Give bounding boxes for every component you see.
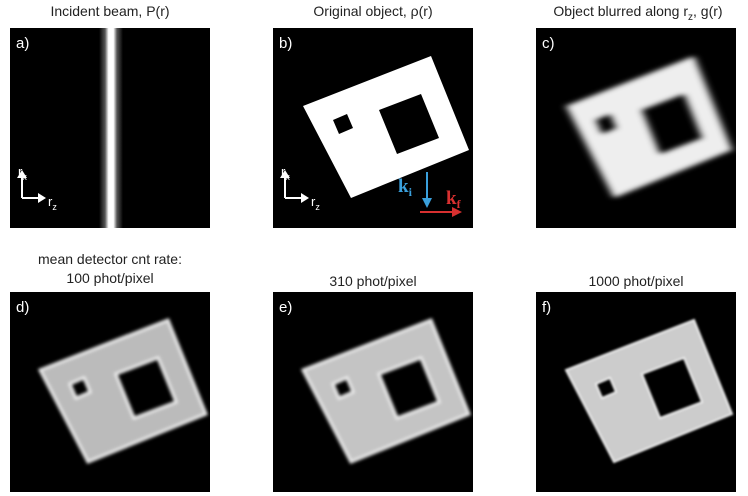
beam (99, 28, 123, 228)
panel-label: e) (279, 299, 292, 316)
panel-a (10, 28, 210, 228)
panel-title: 310 phot/pixel (329, 273, 416, 289)
panel-label: d) (16, 299, 29, 316)
panel-title: 1000 phot/pixel (589, 273, 684, 289)
panel-label: f) (542, 299, 551, 316)
axis-sub: x (285, 172, 290, 182)
panel-title: Original object, ρ(r) (313, 3, 432, 19)
panel-title: mean detector cnt rate: (38, 251, 182, 267)
panel-title: 100 phot/pixel (66, 270, 153, 286)
panel-title: Incident beam, P(r) (50, 3, 169, 19)
panel-f (536, 292, 736, 492)
figure: Incident beam, P(r) Original object, ρ(r… (0, 0, 748, 496)
vector-main: k (446, 188, 457, 209)
title-part: , g(r) (693, 3, 723, 19)
title-part: Object blurred along r (553, 3, 688, 19)
panel-e (273, 292, 473, 492)
axis-sub: z (315, 202, 320, 212)
panel-label: c) (542, 35, 555, 52)
panel-label: a) (16, 35, 29, 52)
panel-label: b) (279, 35, 292, 52)
axis-sub: z (52, 202, 57, 212)
axis-sub: x (22, 172, 27, 182)
panel-b (273, 28, 473, 228)
vector-main: k (398, 176, 409, 197)
panel-c (536, 28, 736, 228)
panel-title: Object blurred along rz, g(r) (553, 3, 722, 23)
panel-d (10, 292, 210, 492)
